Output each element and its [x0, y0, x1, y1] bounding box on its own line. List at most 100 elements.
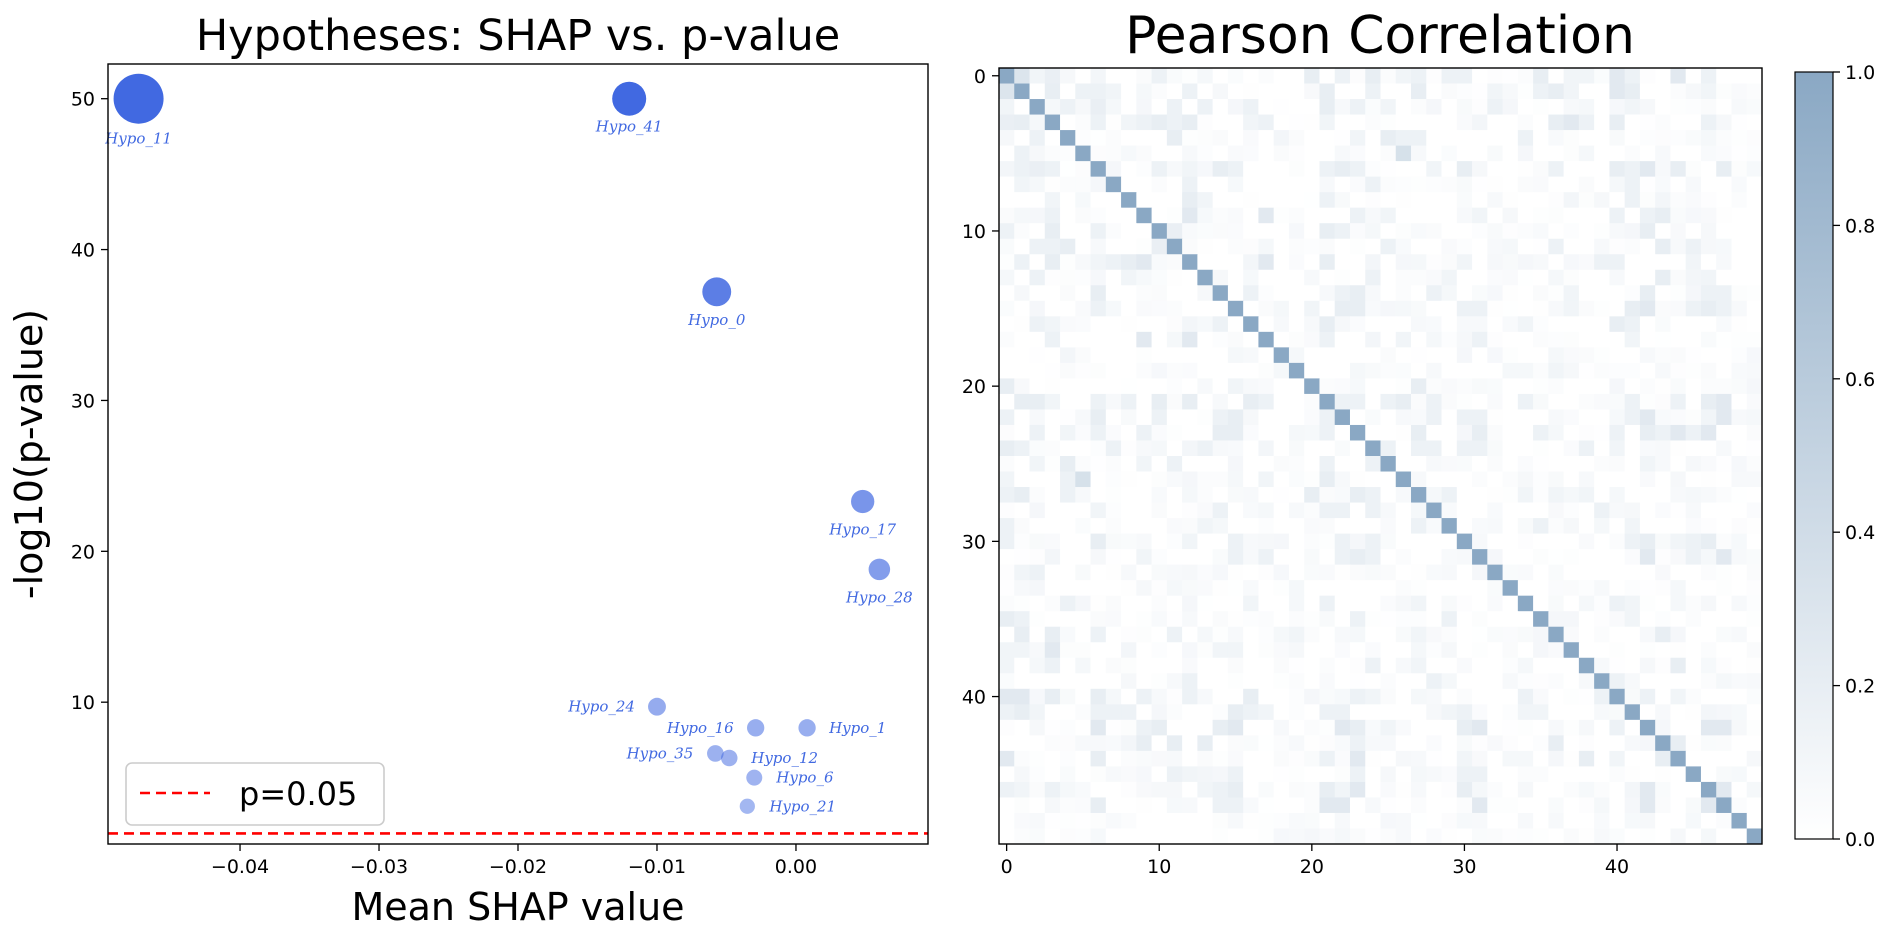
- heatmap-cell: [1243, 238, 1259, 255]
- heatmap-cell: [1700, 378, 1717, 395]
- heatmap-cell: [1075, 549, 1092, 566]
- heatmap-cell: [1273, 393, 1290, 410]
- heatmap-cell: [1548, 300, 1565, 317]
- heatmap-cell: [1639, 238, 1656, 255]
- heatmap-cell: [1105, 595, 1122, 612]
- heatmap-cell: [1105, 564, 1122, 581]
- heatmap-cell: [1395, 440, 1412, 457]
- heatmap-cell: [1090, 83, 1107, 100]
- heatmap-cell: [999, 673, 1015, 690]
- heatmap-cell: [1670, 440, 1687, 457]
- heatmap-cell: [1609, 99, 1626, 116]
- heatmap-cell: [1395, 285, 1412, 302]
- heatmap-cell: [1639, 161, 1656, 178]
- heatmap-cell: [999, 424, 1015, 441]
- heatmap-cell: [1441, 688, 1458, 705]
- heatmap-cell: [1578, 192, 1595, 209]
- heatmap-cell: [1166, 409, 1183, 426]
- heatmap-cell: [1258, 750, 1275, 767]
- heatmap-cell: [1502, 673, 1519, 690]
- heatmap-cell: [1273, 502, 1290, 519]
- heatmap-cell: [1243, 502, 1259, 519]
- heatmap-cell: [1639, 626, 1656, 643]
- heatmap-cell: [1411, 300, 1427, 317]
- heatmap-cell: [1044, 611, 1061, 628]
- heatmap-cell: [1609, 781, 1626, 798]
- heatmap-cell: [1716, 99, 1732, 116]
- heatmap-cell: [1639, 192, 1656, 209]
- heatmap-cell: [1517, 347, 1534, 364]
- heatmap-cell: [1502, 533, 1519, 550]
- heatmap-cell: [999, 704, 1015, 721]
- heatmap-cell: [1090, 300, 1107, 317]
- heatmap-cell: [1136, 781, 1153, 798]
- heatmap-cell: [1594, 114, 1610, 131]
- heatmap-cell: [1136, 176, 1153, 193]
- heatmap-cell: [1197, 409, 1214, 426]
- heatmap-cell: [1334, 114, 1351, 131]
- heatmap-cell: [999, 797, 1015, 814]
- heatmap-cell: [1670, 766, 1687, 783]
- heatmap-cell: [1411, 595, 1427, 612]
- heatmap-cell: [1563, 331, 1580, 348]
- heatmap-cell: [1700, 735, 1717, 752]
- heatmap-cell: [1487, 518, 1504, 535]
- heatmap-cell: [1075, 502, 1092, 519]
- heatmap-cell: [1624, 378, 1641, 395]
- heatmap-cell: [1349, 688, 1366, 705]
- heatmap-cell: [1441, 161, 1458, 178]
- heatmap-cell: [1533, 688, 1549, 705]
- heatmap-cell: [1426, 161, 1443, 178]
- heatmap-cell: [1197, 502, 1214, 519]
- heatmap-cell: [1197, 161, 1214, 178]
- heatmap-cell: [1197, 285, 1214, 302]
- heatmap-cell: [1060, 797, 1076, 814]
- heatmap-cell: [1716, 223, 1732, 240]
- heatmap-cell: [1624, 238, 1641, 255]
- heatmap-cell: [1426, 269, 1443, 286]
- heatmap-cell: [1624, 533, 1641, 550]
- heatmap-cell: [1105, 719, 1122, 736]
- heatmap-cell: [1426, 68, 1443, 85]
- heatmap-cell: [1014, 409, 1031, 426]
- heatmap-cell: [1594, 549, 1610, 566]
- heatmap-cell: [1639, 812, 1656, 829]
- heatmap-cell: [1670, 378, 1687, 395]
- heatmap-cell: [1349, 564, 1366, 581]
- heatmap-cell: [1304, 145, 1320, 162]
- heatmap-cell: [1075, 440, 1092, 457]
- heatmap-cell: [1716, 238, 1732, 255]
- heatmap-cell: [1441, 114, 1458, 131]
- heatmap-cell: [1487, 642, 1504, 659]
- heatmap-cell: [1746, 238, 1763, 255]
- heatmap-cell: [1212, 424, 1229, 441]
- heatmap-cell: [1349, 595, 1366, 612]
- heatmap-cell: [1578, 424, 1595, 441]
- heatmap-cell: [1624, 549, 1641, 566]
- heatmap-cell: [1365, 331, 1381, 348]
- heatmap-cell: [1655, 688, 1671, 705]
- heatmap-cell: [1258, 331, 1275, 348]
- heatmap-cell: [1029, 254, 1046, 271]
- heatmap-cell: [1624, 440, 1641, 457]
- heatmap-cell: [1105, 766, 1122, 783]
- heatmap-cell: [1060, 673, 1076, 690]
- heatmap-cell: [1029, 130, 1046, 147]
- heatmap-cell: [1151, 595, 1168, 612]
- heatmap-cell: [1334, 642, 1351, 659]
- heatmap-cell: [1136, 378, 1153, 395]
- heatmap-cell: [1441, 797, 1458, 814]
- heatmap-cell: [1624, 285, 1641, 302]
- heatmap-cell: [1594, 611, 1610, 628]
- heatmap-cell: [1746, 145, 1763, 162]
- heatmap-cell: [1487, 626, 1504, 643]
- heatmap-cell: [1517, 735, 1534, 752]
- heatmap-cell: [999, 440, 1015, 457]
- heatmap-cell: [1517, 130, 1534, 147]
- heatmap-cell: [1044, 254, 1061, 271]
- heatmap-cell: [1151, 766, 1168, 783]
- heatmap-cell: [1136, 269, 1153, 286]
- heatmap-cell: [1334, 812, 1351, 829]
- heatmap-cell: [1319, 99, 1336, 116]
- heatmap-cell: [1227, 797, 1244, 814]
